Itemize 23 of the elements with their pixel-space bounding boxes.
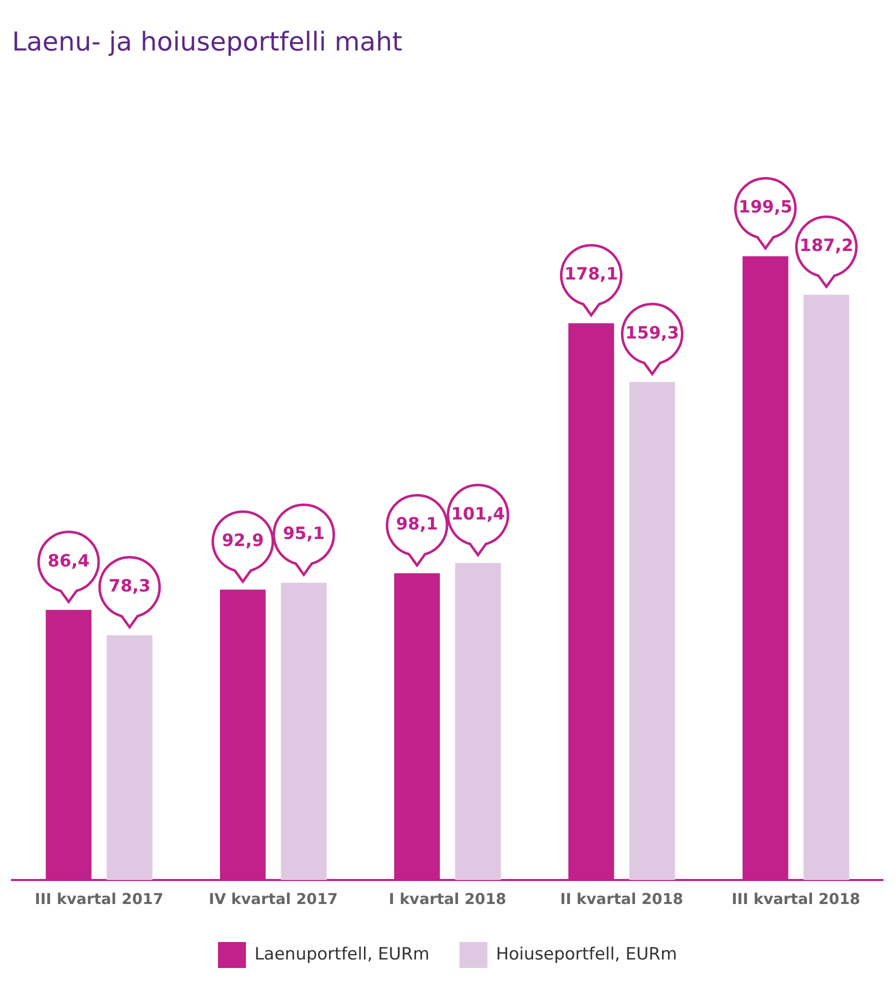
bar xyxy=(106,635,152,880)
chart-title: Laenu- ja hoiuseportfelli maht xyxy=(12,27,402,58)
x-tick-label: III kvartal 2017 xyxy=(34,890,164,908)
bar xyxy=(629,382,676,880)
data-label: 92,9 xyxy=(222,530,264,551)
data-label: 159,3 xyxy=(625,323,680,344)
x-tick-label: III kvartal 2018 xyxy=(732,890,860,908)
x-tick-label: I kvartal 2018 xyxy=(388,890,506,908)
data-label: 178,1 xyxy=(564,264,618,285)
data-label: 86,4 xyxy=(48,551,90,572)
data-label: 78,3 xyxy=(108,576,151,597)
data-label: 187,2 xyxy=(799,236,854,256)
data-label: 95,1 xyxy=(282,524,325,544)
data-label: 199,5 xyxy=(738,198,792,218)
x-tick-label: II kvartal 2018 xyxy=(560,890,684,908)
x-tick-label: IV kvartal 2017 xyxy=(208,890,338,908)
legend-label: Laenuportfell, EURm xyxy=(254,944,430,964)
data-label: 101,4 xyxy=(451,504,506,524)
bar xyxy=(455,562,501,880)
legend-label: Hoiuseportfell, EURm xyxy=(496,944,678,964)
bar xyxy=(280,582,327,880)
bar xyxy=(804,294,850,880)
data-label: 98,1 xyxy=(396,514,438,535)
